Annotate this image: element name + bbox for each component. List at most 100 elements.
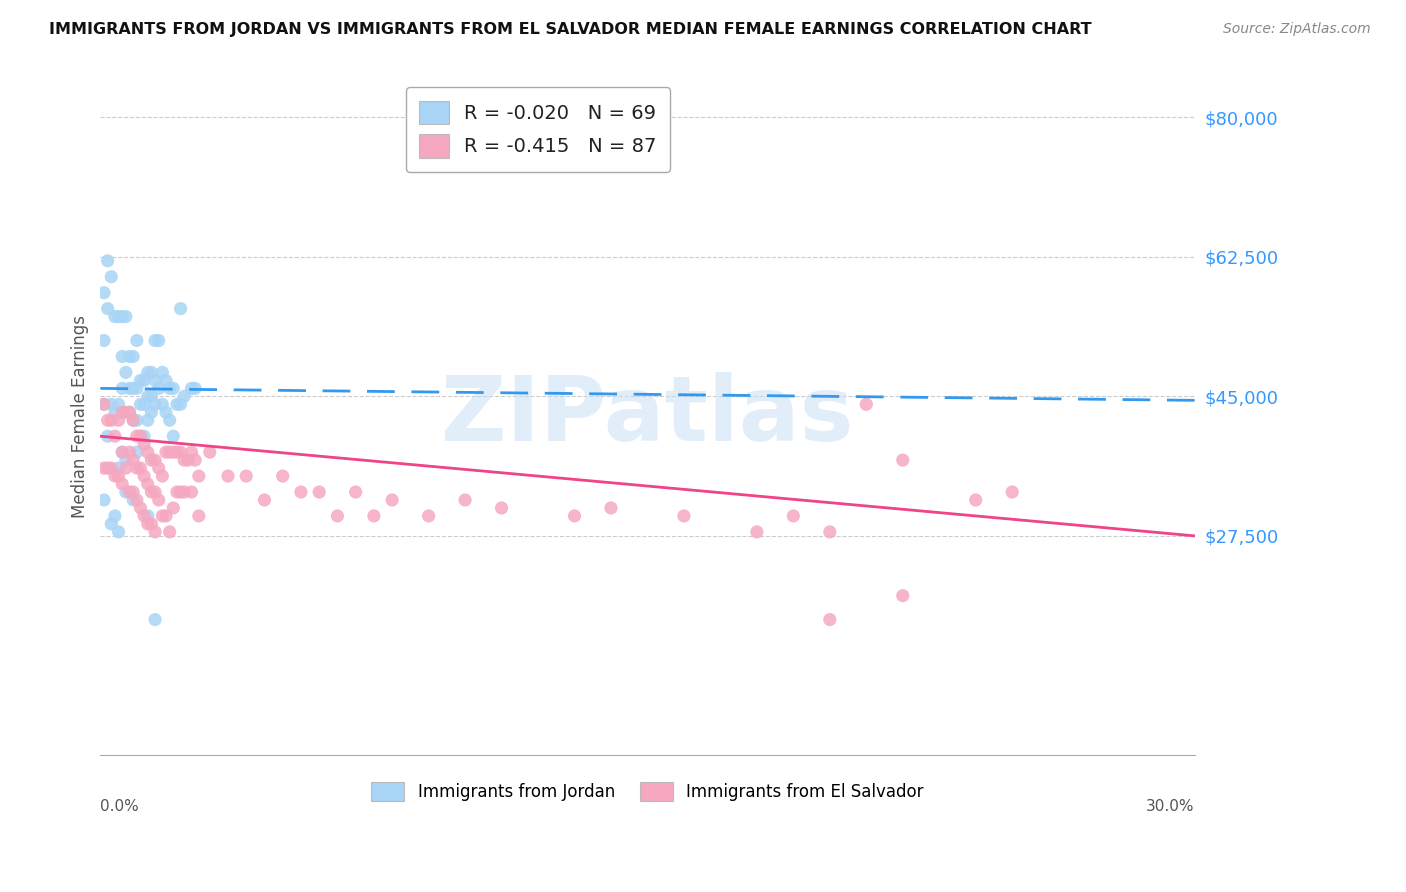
Point bbox=[184, 381, 207, 395]
Point bbox=[122, 350, 145, 364]
Point bbox=[129, 429, 152, 443]
Point bbox=[148, 461, 170, 475]
Point bbox=[143, 397, 166, 411]
Point bbox=[134, 429, 156, 443]
Point bbox=[100, 516, 122, 531]
Point bbox=[115, 461, 138, 475]
Point bbox=[111, 445, 134, 459]
Point bbox=[134, 508, 156, 523]
Point bbox=[104, 469, 127, 483]
Point bbox=[125, 493, 148, 508]
Point bbox=[143, 524, 166, 539]
Point bbox=[134, 469, 156, 483]
Point bbox=[672, 508, 695, 523]
Point bbox=[115, 366, 138, 380]
Y-axis label: Median Female Earnings: Median Female Earnings bbox=[72, 315, 89, 517]
Point bbox=[125, 445, 148, 459]
Point bbox=[162, 445, 184, 459]
Point bbox=[97, 253, 120, 268]
Point bbox=[125, 429, 148, 443]
Point bbox=[148, 334, 170, 348]
Point bbox=[107, 413, 129, 427]
Point bbox=[290, 485, 312, 500]
Point bbox=[134, 373, 156, 387]
Point bbox=[100, 397, 122, 411]
Point bbox=[125, 461, 148, 475]
Legend: Immigrants from Jordan, Immigrants from El Salvador: Immigrants from Jordan, Immigrants from … bbox=[364, 776, 931, 808]
Point bbox=[104, 310, 127, 324]
Point bbox=[198, 445, 221, 459]
Point bbox=[122, 381, 145, 395]
Point bbox=[118, 405, 141, 419]
Point bbox=[150, 397, 173, 411]
Point bbox=[187, 469, 209, 483]
Point bbox=[155, 405, 177, 419]
Point bbox=[125, 413, 148, 427]
Point bbox=[107, 397, 129, 411]
Point bbox=[271, 469, 294, 483]
Point bbox=[141, 516, 163, 531]
Point bbox=[129, 397, 152, 411]
Point bbox=[454, 493, 477, 508]
Point bbox=[136, 508, 159, 523]
Point bbox=[184, 453, 207, 467]
Point bbox=[150, 366, 173, 380]
Point bbox=[93, 493, 115, 508]
Point bbox=[122, 485, 145, 500]
Point bbox=[100, 413, 122, 427]
Point bbox=[166, 397, 188, 411]
Point bbox=[97, 301, 120, 316]
Point bbox=[111, 310, 134, 324]
Point bbox=[100, 461, 122, 475]
Point bbox=[180, 485, 202, 500]
Point bbox=[1001, 485, 1024, 500]
Point bbox=[143, 613, 166, 627]
Point bbox=[122, 413, 145, 427]
Point bbox=[745, 524, 768, 539]
Point bbox=[965, 493, 987, 508]
Point bbox=[118, 381, 141, 395]
Point bbox=[118, 405, 141, 419]
Point bbox=[97, 429, 120, 443]
Point bbox=[169, 301, 191, 316]
Point bbox=[136, 366, 159, 380]
Point bbox=[107, 524, 129, 539]
Point bbox=[107, 310, 129, 324]
Point bbox=[141, 485, 163, 500]
Point bbox=[155, 445, 177, 459]
Point bbox=[143, 373, 166, 387]
Point bbox=[169, 397, 191, 411]
Point bbox=[155, 508, 177, 523]
Point bbox=[159, 381, 181, 395]
Point bbox=[93, 334, 115, 348]
Point bbox=[363, 508, 385, 523]
Point bbox=[217, 469, 239, 483]
Point bbox=[136, 477, 159, 491]
Point bbox=[180, 445, 202, 459]
Point bbox=[818, 524, 841, 539]
Point bbox=[115, 485, 138, 500]
Text: 30.0%: 30.0% bbox=[1146, 799, 1195, 814]
Point bbox=[173, 485, 195, 500]
Point bbox=[143, 334, 166, 348]
Point bbox=[600, 500, 623, 515]
Text: ZIPatlas: ZIPatlas bbox=[441, 372, 853, 460]
Point bbox=[180, 381, 202, 395]
Point bbox=[115, 405, 138, 419]
Point bbox=[564, 508, 586, 523]
Point bbox=[134, 397, 156, 411]
Point bbox=[93, 285, 115, 300]
Point bbox=[122, 493, 145, 508]
Point bbox=[115, 310, 138, 324]
Point bbox=[169, 445, 191, 459]
Point bbox=[159, 445, 181, 459]
Point bbox=[136, 516, 159, 531]
Point bbox=[166, 485, 188, 500]
Point bbox=[107, 469, 129, 483]
Point bbox=[129, 461, 152, 475]
Point bbox=[418, 508, 440, 523]
Point bbox=[100, 269, 122, 284]
Point bbox=[93, 397, 115, 411]
Point bbox=[136, 389, 159, 403]
Point bbox=[111, 405, 134, 419]
